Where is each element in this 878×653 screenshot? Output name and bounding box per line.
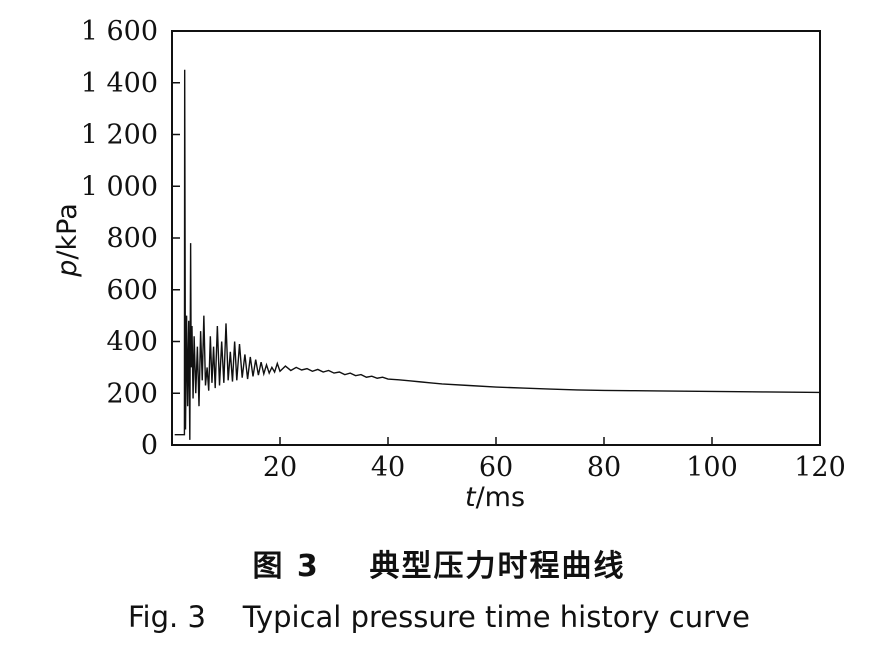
figure-caption-english: Fig. 3 Typical pressure time history cur… [127, 600, 751, 634]
x-axis-label: t/ms [465, 482, 525, 513]
y-tick-label: 1 000 [81, 171, 158, 202]
x-tick-label: 20 [263, 452, 297, 483]
plot-frame [171, 30, 821, 446]
x-tick-label: 100 [686, 452, 738, 483]
y-tick-label: 1 600 [81, 16, 158, 47]
y-axis-label: p/kPa [52, 203, 83, 278]
y-tick-label: 600 [106, 275, 158, 306]
x-tick-label: 120 [794, 452, 846, 483]
x-tick-label: 80 [587, 452, 621, 483]
x-tick-label: 40 [371, 452, 405, 483]
y-tick-label: 1 200 [81, 120, 158, 151]
figure-caption-chinese: 图 3 典型压力时程曲线 [252, 549, 626, 584]
y-tick-label: 200 [106, 378, 158, 409]
x-axis: 20 40 60 80 100 120 [263, 437, 846, 483]
pressure-series-line [174, 69, 821, 440]
x-tick-label: 60 [479, 452, 513, 483]
y-tick-label: 1 400 [81, 68, 158, 99]
pressure-time-chart: 0 200 400 600 800 1 000 1 200 1 400 1 600 20 40 60… [52, 16, 846, 513]
y-axis: 0 200 400 600 800 1 000 1 200 1 400 1 600 [81, 16, 180, 461]
y-tick-label: 0 [141, 430, 158, 461]
y-tick-label: 400 [106, 327, 158, 358]
y-tick-label: 800 [106, 223, 158, 254]
